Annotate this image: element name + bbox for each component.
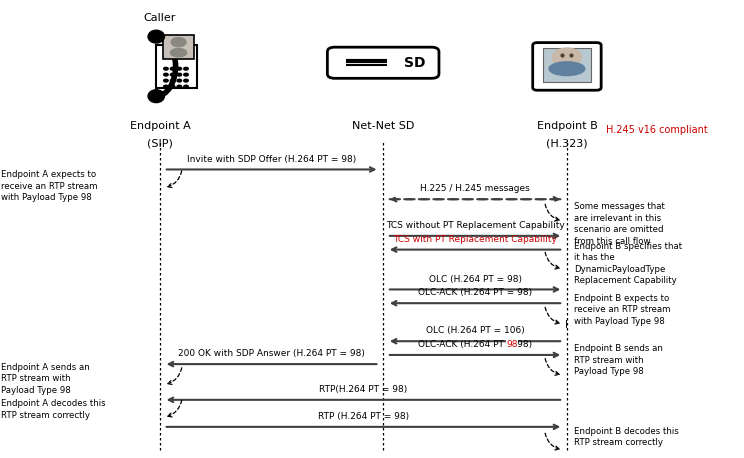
Text: H.225 / H.245 messages: H.225 / H.245 messages (420, 184, 530, 193)
Text: Endpoint B sends an
RTP stream with
Payload Type 98: Endpoint B sends an RTP stream with Payl… (574, 344, 663, 376)
Circle shape (177, 85, 182, 88)
Circle shape (170, 79, 175, 82)
Text: Endpoint A: Endpoint A (129, 121, 190, 131)
Ellipse shape (170, 49, 187, 57)
FancyBboxPatch shape (533, 43, 601, 90)
Circle shape (170, 67, 175, 70)
Text: Endpoint A expects to
receive an RTP stream
with Payload Type 98: Endpoint A expects to receive an RTP str… (1, 170, 98, 202)
Circle shape (184, 73, 188, 76)
Text: RTP (H.264 PT = 98): RTP (H.264 PT = 98) (318, 412, 409, 421)
Text: RTP(H.264 PT = 98): RTP(H.264 PT = 98) (319, 385, 408, 394)
Circle shape (170, 73, 175, 76)
Text: OLC-ACK (H.264 PT = 98): OLC-ACK (H.264 PT = 98) (418, 340, 532, 349)
Circle shape (552, 48, 582, 66)
Text: Endpoint B expects to
receive an RTP stream
with Payload Type 98: Endpoint B expects to receive an RTP str… (574, 294, 671, 326)
Text: Endpoint A sends an
RTP stream with
Payload Type 98: Endpoint A sends an RTP stream with Payl… (1, 363, 90, 395)
Circle shape (177, 79, 182, 82)
Text: TCS with PT Replacement Capability: TCS with PT Replacement Capability (393, 234, 557, 244)
Text: Some messages that
are irrelevant in this
scenario are omitted
from this call fl: Some messages that are irrelevant in thi… (574, 202, 665, 246)
Ellipse shape (148, 90, 164, 103)
Ellipse shape (549, 62, 585, 76)
FancyBboxPatch shape (163, 35, 194, 59)
Text: Net-Net SD: Net-Net SD (352, 121, 414, 131)
Circle shape (184, 85, 188, 88)
Text: OLC-ACK (H.264 PT = 98): OLC-ACK (H.264 PT = 98) (418, 288, 532, 297)
Text: Caller: Caller (144, 13, 176, 23)
Circle shape (170, 85, 175, 88)
Circle shape (184, 67, 188, 70)
Circle shape (164, 73, 168, 76)
Text: SD: SD (405, 56, 426, 70)
Circle shape (177, 73, 182, 76)
Text: TCS without PT Replacement Capability: TCS without PT Replacement Capability (385, 221, 565, 230)
Circle shape (177, 67, 182, 70)
Text: Invite with SDP Offer (H.264 PT = 98): Invite with SDP Offer (H.264 PT = 98) (187, 154, 356, 164)
Circle shape (164, 67, 168, 70)
Text: I: I (565, 320, 568, 330)
Text: Endpoint B: Endpoint B (536, 121, 597, 131)
Circle shape (184, 79, 188, 82)
Ellipse shape (148, 30, 164, 43)
Circle shape (171, 38, 186, 47)
Text: H.245 v16 compliant: H.245 v16 compliant (606, 125, 708, 135)
Text: Endpoint A decodes this
RTP stream correctly: Endpoint A decodes this RTP stream corre… (1, 399, 106, 420)
Text: 98: 98 (506, 340, 518, 349)
Circle shape (164, 85, 168, 88)
Text: OLC (H.264 PT = 106): OLC (H.264 PT = 106) (426, 326, 525, 335)
Text: (SIP): (SIP) (147, 139, 173, 149)
Text: OLC (H.264 PT = 98): OLC (H.264 PT = 98) (429, 274, 522, 284)
FancyBboxPatch shape (327, 47, 439, 78)
FancyBboxPatch shape (156, 45, 197, 88)
Text: 200 OK with SDP Answer (H.264 PT = 98): 200 OK with SDP Answer (H.264 PT = 98) (178, 349, 365, 358)
Text: Endpoint B decodes this
RTP stream correctly: Endpoint B decodes this RTP stream corre… (574, 427, 679, 447)
Text: (H.323): (H.323) (546, 139, 588, 149)
Circle shape (164, 79, 168, 82)
Bar (543, 48, 591, 82)
Text: Endpoint B specifies that
it has the
DynamicPayloadType
Replacement Capability: Endpoint B specifies that it has the Dyn… (574, 242, 682, 285)
